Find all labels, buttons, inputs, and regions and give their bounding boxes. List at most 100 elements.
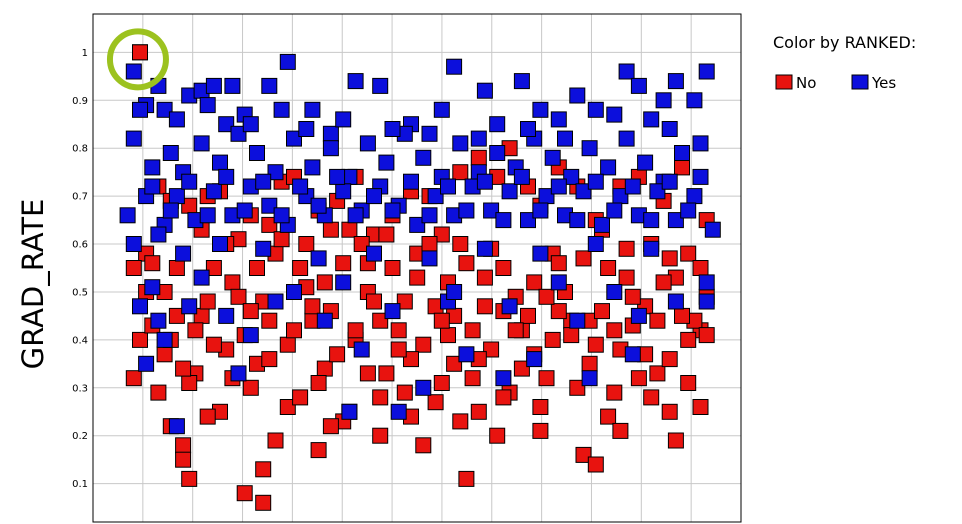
highlight-circle: [106, 28, 169, 91]
point-no: [532, 422, 549, 439]
point-yes: [569, 312, 586, 329]
point-yes: [513, 168, 530, 185]
point-no: [520, 307, 536, 324]
point-yes: [230, 125, 247, 142]
point-yes: [409, 216, 426, 233]
point-no: [230, 288, 247, 305]
point-no: [594, 303, 610, 320]
point-yes: [637, 154, 654, 171]
point-no: [618, 240, 635, 257]
point-no: [575, 250, 592, 267]
point-yes: [267, 293, 284, 310]
point-yes: [181, 173, 198, 190]
point-no: [175, 360, 192, 377]
point-yes: [212, 236, 228, 252]
point-yes: [119, 207, 136, 224]
point-no: [483, 341, 500, 358]
point-no: [495, 260, 512, 276]
point-yes: [415, 379, 432, 396]
point-yes: [125, 236, 142, 252]
point-no: [643, 389, 660, 406]
point-yes: [384, 303, 401, 320]
plot-area: [92, 13, 742, 523]
point-yes: [446, 58, 463, 75]
point-no: [181, 470, 198, 487]
point-yes: [476, 82, 493, 99]
point-yes: [199, 207, 216, 224]
point-no: [249, 260, 265, 276]
point-yes: [680, 202, 697, 219]
point-no: [329, 346, 346, 363]
point-yes: [476, 173, 493, 190]
point-no: [310, 375, 327, 391]
point-yes: [286, 130, 302, 147]
point-yes: [520, 121, 536, 137]
point-yes: [526, 351, 543, 368]
point-no: [396, 384, 413, 401]
point-yes: [335, 111, 352, 128]
point-no: [464, 370, 481, 387]
point-yes: [513, 73, 530, 90]
point-no: [458, 255, 475, 272]
point-no: [224, 274, 241, 291]
point-no: [538, 370, 555, 387]
point-yes: [470, 130, 487, 147]
point-yes: [175, 245, 192, 262]
point-no: [378, 226, 395, 243]
point-yes: [366, 245, 382, 262]
point-no: [587, 456, 604, 473]
point-no: [341, 221, 358, 238]
y-tick-label: 0.4: [72, 335, 88, 346]
point-yes: [236, 202, 253, 219]
point-yes: [347, 207, 364, 224]
point-no: [452, 164, 469, 181]
point-yes: [446, 284, 463, 300]
point-no: [421, 236, 438, 252]
point-no: [261, 216, 278, 233]
point-no: [347, 322, 364, 339]
point-no: [563, 327, 580, 344]
point-no: [427, 394, 444, 411]
point-yes: [550, 274, 567, 291]
point-yes: [249, 145, 265, 161]
point-no: [168, 307, 185, 324]
point-yes: [440, 178, 456, 195]
point-no: [575, 446, 592, 463]
point-yes: [587, 236, 604, 252]
point-yes: [575, 183, 592, 200]
point-yes: [181, 298, 198, 315]
point-yes: [501, 183, 518, 200]
point-yes: [255, 173, 272, 190]
point-no: [476, 298, 493, 315]
point-no: [464, 322, 481, 339]
point-yes: [587, 101, 604, 118]
point-no: [372, 312, 389, 329]
point-yes: [403, 173, 419, 190]
point-yes: [624, 178, 641, 195]
point-yes: [489, 145, 506, 161]
point-no: [550, 255, 567, 272]
point-yes: [168, 111, 185, 128]
point-yes: [630, 307, 647, 324]
point-no: [298, 236, 315, 252]
point-no: [255, 461, 272, 478]
point-no: [415, 336, 432, 353]
point-no: [680, 375, 697, 391]
point-no: [310, 442, 327, 459]
point-yes: [421, 125, 438, 142]
point-yes: [587, 173, 604, 190]
point-yes: [372, 77, 389, 94]
point-no: [242, 379, 259, 396]
point-yes: [341, 403, 358, 420]
point-yes: [316, 312, 333, 329]
point-no: [359, 365, 376, 382]
point-yes: [581, 370, 598, 387]
point-no: [372, 427, 389, 444]
point-no: [261, 312, 278, 329]
point-yes: [230, 365, 247, 382]
point-no: [335, 255, 352, 272]
legend-swatch-no: [775, 74, 793, 90]
point-no: [396, 293, 413, 310]
point-no: [526, 274, 543, 291]
point-no: [600, 260, 617, 276]
